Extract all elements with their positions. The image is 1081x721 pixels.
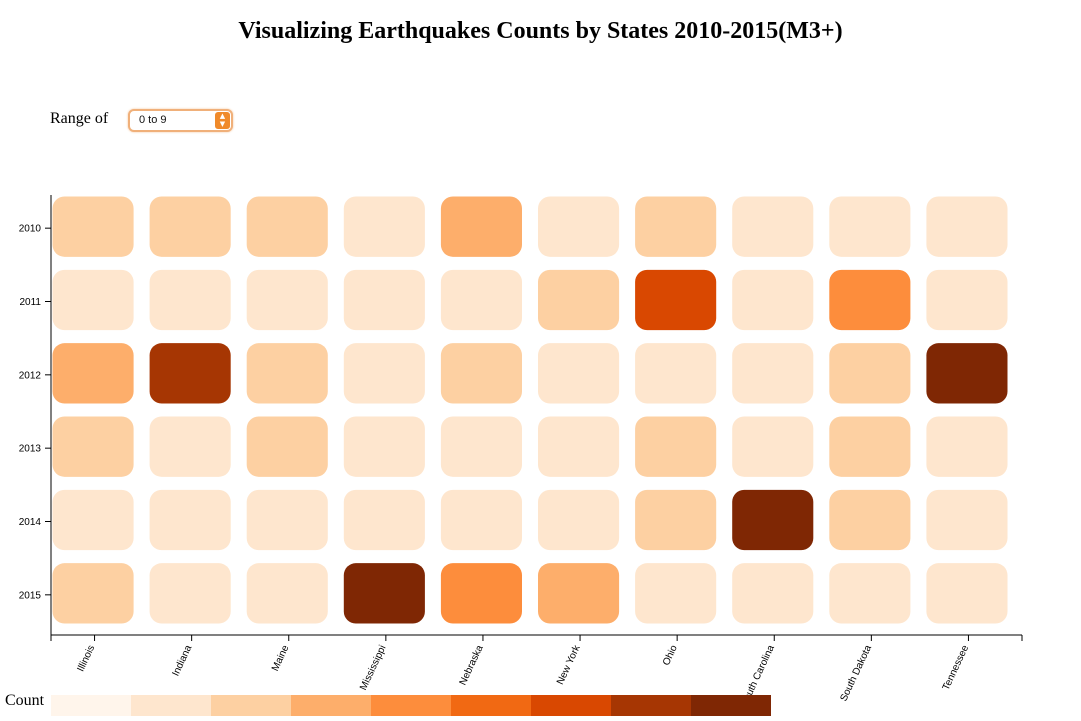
chevron-updown-icon: ▲ ▼	[215, 112, 230, 129]
y-tick-label: 2013	[19, 444, 42, 455]
heatmap-cell	[538, 416, 620, 477]
legend-swatch	[131, 695, 211, 716]
x-tick-label: Maine	[270, 643, 292, 673]
heatmap-cell	[538, 269, 620, 331]
heatmap-cell	[829, 416, 911, 477]
heatmap-cell	[829, 196, 911, 257]
heatmap-cell	[246, 269, 328, 331]
range-select-value: 0 to 9	[139, 114, 167, 126]
y-tick-label: 2014	[19, 517, 42, 528]
legend-swatch	[451, 695, 531, 716]
heatmap-cell	[52, 416, 134, 477]
heatmap-cell	[926, 416, 1008, 477]
heatmap-cell	[149, 196, 231, 257]
heatmap-cell	[246, 489, 328, 551]
legend-swatch	[611, 695, 691, 716]
heatmap-cell	[732, 489, 814, 551]
x-tick-label: Tennessee	[941, 643, 972, 692]
heatmap-cell	[635, 416, 717, 477]
heatmap-cell	[246, 196, 328, 257]
heatmap-cell	[635, 343, 717, 404]
heatmap-cell	[538, 343, 620, 404]
x-tick-label: Indiana	[171, 643, 195, 678]
heatmap-cell	[343, 489, 425, 551]
heatmap-cell	[732, 416, 814, 477]
heatmap-cell	[149, 269, 231, 331]
heatmap-cell	[52, 269, 134, 331]
heatmap-cell	[149, 563, 231, 624]
y-tick-label: 2012	[19, 370, 42, 381]
heatmap-cell	[246, 416, 328, 477]
heatmap-cell	[829, 343, 911, 404]
y-tick-label: 2015	[19, 590, 42, 601]
heatmap-cell	[52, 563, 134, 624]
heatmap-cell	[635, 489, 717, 551]
heatmap-cell	[732, 563, 814, 624]
heatmap-cells	[52, 196, 1008, 624]
heatmap-cell	[829, 563, 911, 624]
heatmap-cell	[538, 196, 620, 257]
heatmap-cell	[829, 489, 911, 551]
heatmap-cell	[149, 343, 231, 404]
heatmap-cell	[149, 489, 231, 551]
heatmap-cell	[246, 563, 328, 624]
heatmap-cell	[926, 196, 1008, 257]
range-select[interactable]: 0 to 9 ▲ ▼	[128, 109, 233, 132]
legend: Count	[5, 692, 771, 716]
heatmap-cell	[52, 196, 134, 257]
legend-title: Count	[5, 692, 45, 709]
x-tick-label: Ohio	[661, 643, 680, 667]
heatmap-cell	[440, 489, 522, 551]
legend-swatch	[291, 695, 371, 716]
heatmap-cell	[538, 563, 620, 624]
heatmap-cell	[343, 269, 425, 331]
heatmap-cell	[926, 563, 1008, 624]
x-tick-label: Nebraska	[458, 643, 486, 687]
legend-swatch	[51, 695, 131, 716]
y-axis: 2010 2011 2012 2013 2014 2015	[19, 195, 52, 635]
heatmap-cell	[343, 196, 425, 257]
heatmap-cell	[635, 269, 717, 331]
x-tick-label: Illinois	[76, 644, 98, 674]
legend-swatch	[531, 695, 611, 716]
heatmap-cell	[149, 416, 231, 477]
heatmap-cell	[246, 343, 328, 404]
heatmap-cell	[926, 489, 1008, 551]
heatmap-cell	[538, 489, 620, 551]
y-tick-label: 2011	[19, 297, 41, 308]
heatmap-cell	[635, 196, 717, 257]
legend-swatch	[211, 695, 291, 716]
heatmap-cell	[829, 269, 911, 331]
heatmap-cell	[343, 416, 425, 477]
heatmap-cell	[440, 343, 522, 404]
heatmap-cell	[732, 196, 814, 257]
heatmap-cell	[635, 563, 717, 624]
heatmap-cell	[732, 343, 814, 404]
chart-title: Visualizing Earthquakes Counts by States…	[238, 18, 843, 44]
heatmap-cell	[440, 269, 522, 331]
heatmap-cell	[440, 416, 522, 477]
heatmap-cell	[52, 489, 134, 551]
heatmap-cell	[343, 563, 425, 624]
x-tick-label: New York	[555, 643, 583, 687]
legend-swatch	[371, 695, 451, 716]
heatmap-cell	[343, 343, 425, 404]
heatmap-cell	[52, 343, 134, 404]
heatmap-cell	[926, 269, 1008, 331]
x-tick-label: South Dakota	[838, 643, 874, 703]
heatmap-cell	[732, 269, 814, 331]
legend-swatch	[691, 695, 771, 716]
x-tick-label: Mississippi	[358, 644, 388, 692]
heatmap-cell	[440, 196, 522, 257]
range-label: Range of	[50, 110, 109, 127]
y-tick-label: 2010	[19, 224, 42, 235]
heatmap-cell	[926, 343, 1008, 404]
heatmap-cell	[440, 563, 522, 624]
